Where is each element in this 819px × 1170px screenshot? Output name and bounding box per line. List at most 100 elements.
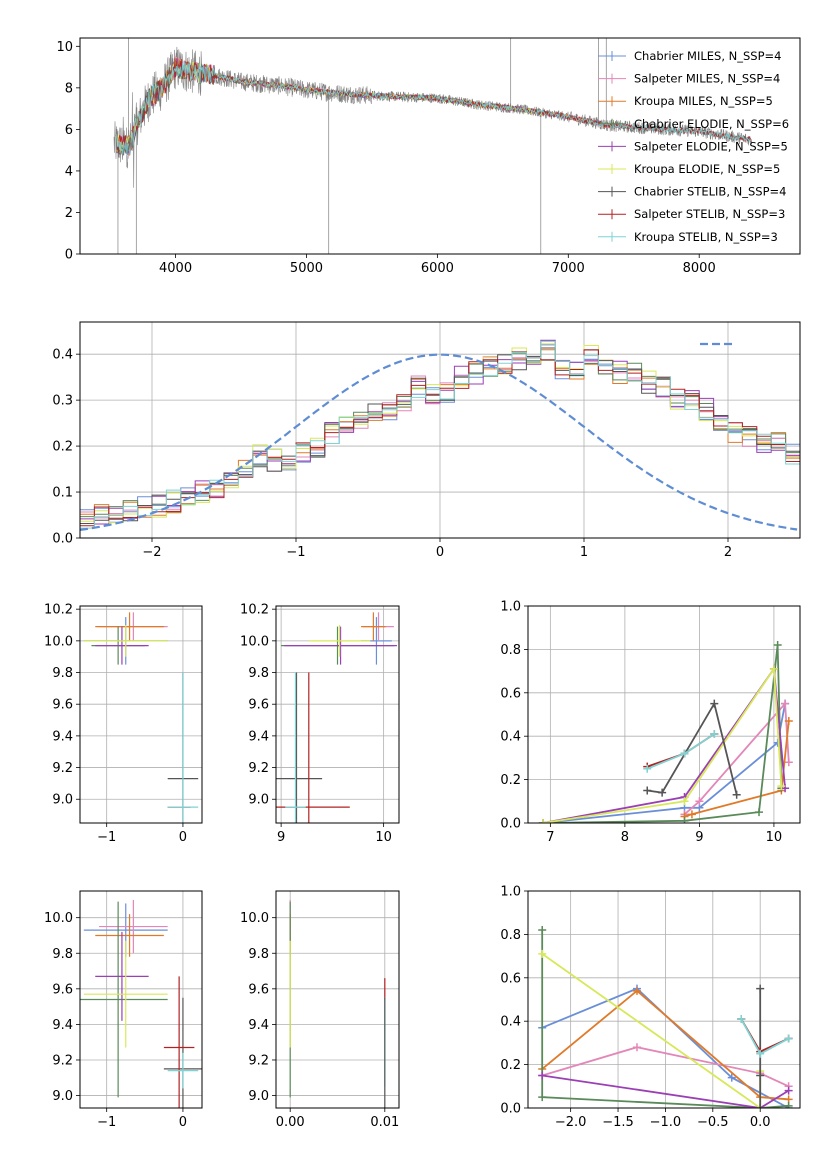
weight-line-salpeter_elodie [542, 666, 786, 823]
axes-frame [275, 605, 400, 824]
y-tick-label: 10.2 [240, 603, 269, 618]
y-tick-label: 0.2 [500, 773, 521, 788]
weight-marker-kroupa_stelib [784, 1034, 793, 1043]
hist-step-kroupa_stelib [80, 340, 800, 529]
y-tick-label: 0.4 [500, 1015, 521, 1030]
y-tick-label: 0.8 [500, 643, 521, 658]
hist-step-kroupa_elodie [80, 343, 800, 524]
y-tick-label: 9.2 [248, 761, 269, 776]
y-tick-label: 10.0 [240, 634, 269, 649]
axes-frame [79, 890, 203, 1109]
x-tick-label: −1 [97, 1115, 116, 1130]
weight-marker-chabrier_elodie [538, 1093, 547, 1102]
mass_vs_ebv-axes: 0.00 0.01 9.0 9.2 9.4 9.6 9.8 10.0 [240, 890, 400, 1130]
x-tick-label: −1 [286, 545, 305, 560]
model-line-salpeter_stelib [116, 58, 752, 153]
residuals-plot-area [80, 339, 800, 531]
weight-marker-chabrier_elodie [755, 808, 764, 817]
residuals-axes: −2 −1 0 1 2 0.0 0.1 0.2 0.3 0.4 [52, 321, 801, 560]
x-tick-label: −1.5 [602, 1115, 634, 1130]
weight-line-chabrier_stelib [647, 701, 738, 796]
y-tick-label: 10.2 [44, 603, 73, 618]
age_vs_Z-axes: −1 0 9.0 9.2 9.4 9.6 9.8 10.0 10.2 [44, 603, 203, 845]
weight-marker-salpeter_miles [784, 758, 793, 767]
y-tick-label: 2 [65, 206, 73, 221]
y-tick-label: 0.8 [500, 928, 521, 943]
weight-marker-chabrier_elodie [680, 816, 689, 823]
legend-label: Chabrier MILES, N_SSP=4 [634, 49, 781, 63]
y-tick-label: 9.6 [52, 698, 73, 713]
legend-label: Salpeter MILES, N_SSP=4 [634, 72, 780, 86]
x-tick-label: 9 [277, 830, 285, 845]
x-tick-label: 5000 [290, 261, 323, 276]
age_vs_Z-plot-area [83, 612, 199, 823]
data-spectrum-line [113, 46, 752, 188]
y-tick-label: 1.0 [500, 600, 521, 615]
weight-marker-kroupa_stelib [710, 730, 719, 739]
weight-marker-kroupa_miles [632, 986, 641, 995]
y-tick-label: 10 [56, 40, 73, 55]
y-tick-label: 4 [65, 164, 73, 179]
spectrum-axes: 4000 5000 6000 7000 8000 0 2 4 6 8 10 Chabrier MILE… [56, 37, 801, 276]
x-tick-label: 8 [621, 830, 629, 845]
model-line-kroupa_stelib [116, 62, 752, 156]
x-tick-label: 7 [546, 830, 554, 845]
y-tick-label: 9.8 [52, 666, 73, 681]
weight-marker-chabrier_stelib [710, 699, 719, 708]
weight-marker-kroupa_miles [687, 810, 696, 819]
weight-line-kroupa_miles [684, 720, 790, 818]
weight-marker-kroupa_elodie [538, 819, 547, 823]
x-tick-label: 4000 [159, 261, 192, 276]
x-tick-label: −2 [142, 545, 161, 560]
x-tick-label: 0.00 [276, 1115, 305, 1130]
y-tick-label: 9.0 [248, 793, 269, 808]
y-tick-label: 0.0 [500, 817, 521, 832]
weight-marker-kroupa_stelib [680, 749, 689, 758]
weight-marker-chabrier_stelib [756, 1104, 765, 1108]
x-tick-label: −1.0 [650, 1115, 682, 1130]
legend-label: Kroupa STELIB, N_SSP=3 [634, 230, 778, 244]
weight-marker-chabrier_miles [727, 1073, 736, 1082]
x-tick-label: 8000 [683, 261, 716, 276]
legend-label: Salpeter STELIB, N_SSP=3 [634, 207, 785, 221]
weight_vs_age-plot-area [538, 641, 793, 823]
weight-marker-kroupa_stelib [737, 1015, 746, 1024]
y-tick-label: 9.8 [248, 666, 269, 681]
weight-marker-chabrier_stelib [732, 790, 741, 799]
y-tick-label: 0.2 [52, 440, 73, 455]
weight-marker-salpeter_miles [695, 797, 704, 806]
y-tick-label: 0.0 [500, 1102, 521, 1117]
y-tick-label: 9.0 [52, 793, 73, 808]
y-tick-label: 9.6 [248, 698, 269, 713]
x-tick-label: 10 [766, 830, 783, 845]
weight_vs_Z-plot-area [538, 926, 793, 1108]
age_vs_mass-axes: 9 10 9.0 9.2 9.4 9.6 9.8 10.0 10.2 [240, 603, 400, 845]
weight-marker-chabrier_elodie [538, 926, 547, 935]
weight-marker-chabrier_stelib [658, 788, 667, 797]
y-tick-label: 9.4 [248, 729, 269, 744]
x-tick-label: −1 [97, 830, 116, 845]
x-tick-label: 0 [179, 1115, 187, 1130]
legend: Chabrier MILES, N_SSP=4 Salpeter MILES, N… [598, 49, 789, 244]
legend-label: Salpeter ELODIE, N_SSP=5 [634, 139, 788, 153]
y-tick-label: 0.2 [500, 1058, 521, 1073]
weight-marker-chabrier_stelib [643, 786, 652, 795]
y-tick-label: 9.0 [248, 1089, 269, 1104]
hist-step-chabrier_miles [80, 344, 800, 523]
weight-marker-salpeter_miles [781, 699, 790, 708]
x-tick-label: 10 [375, 830, 392, 845]
legend-label: Chabrier STELIB, N_SSP=4 [634, 185, 786, 199]
y-tick-label: 0.3 [52, 394, 73, 409]
weight-line-salpeter_miles [541, 1046, 789, 1088]
y-tick-label: 9.4 [248, 1018, 269, 1033]
weight-marker-kroupa_miles [784, 717, 793, 726]
axes-frame [527, 605, 801, 824]
axes-frame [275, 890, 400, 1109]
mass_vs_ebv-plot-area [289, 899, 386, 1108]
y-tick-label: 0.1 [52, 486, 73, 501]
weight-line-chabrier_elodie [541, 930, 789, 1108]
x-tick-label: −0.5 [697, 1115, 729, 1130]
x-tick-label: 1 [580, 545, 588, 560]
axes-frame [79, 605, 203, 824]
